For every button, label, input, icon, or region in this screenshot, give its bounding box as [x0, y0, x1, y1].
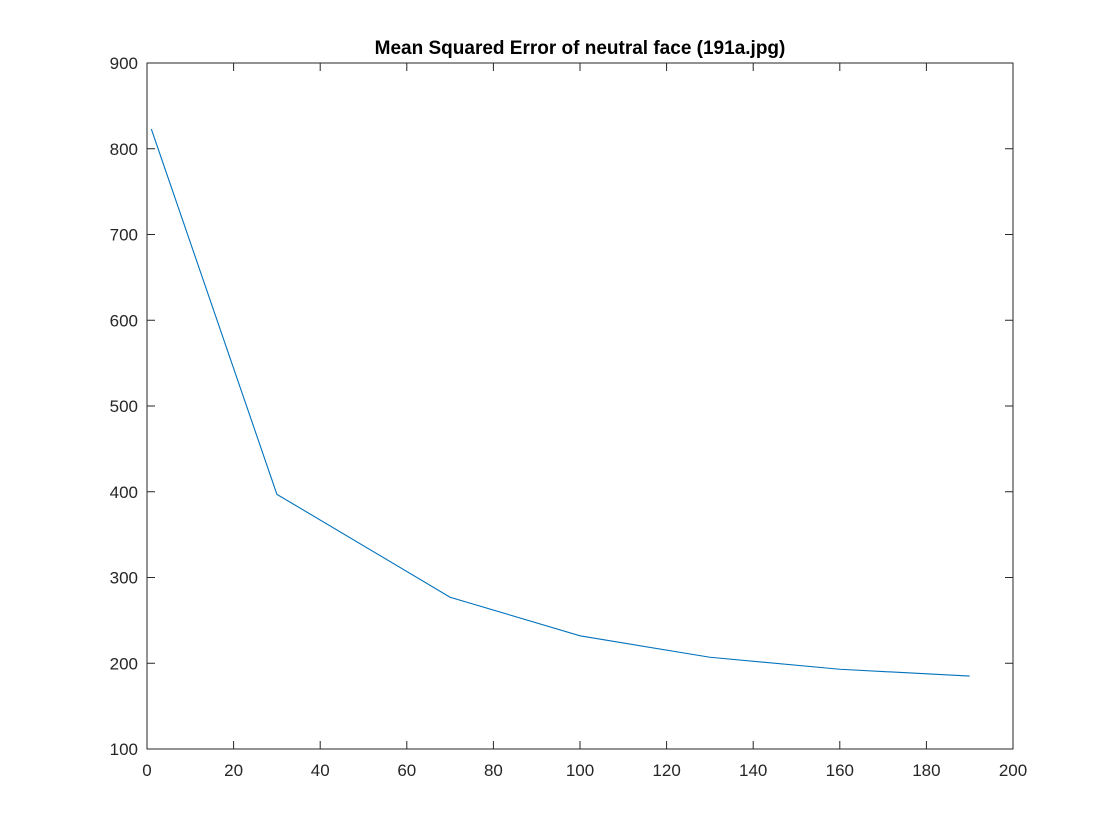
x-tick-label: 200: [999, 761, 1027, 780]
chart-title: Mean Squared Error of neutral face (191a…: [375, 38, 786, 59]
x-tick-label: 140: [739, 761, 767, 780]
data-point: [709, 657, 710, 658]
series-layer: [150, 128, 970, 677]
plot-area: [147, 63, 1013, 749]
x-tick-label: 60: [397, 761, 416, 780]
data-point: [839, 669, 840, 670]
x-tick-label: 40: [311, 761, 330, 780]
x-axis-tick-labels: 0 20 40 60 80 100 120 140 160 180 200: [142, 761, 1027, 780]
y-tick-label: 100: [110, 740, 138, 759]
series-line-1: [150, 128, 970, 677]
x-tick-label: 160: [826, 761, 854, 780]
x-tick-label: 80: [484, 761, 503, 780]
y-tick-label: 700: [110, 226, 138, 245]
x-tick-label: 20: [224, 761, 243, 780]
y-axis-tick-labels: 100 200 300 400 500 600 700 800 900: [110, 54, 138, 759]
data-point: [579, 635, 580, 636]
y-tick-label: 400: [110, 483, 138, 502]
data-point: [151, 128, 152, 129]
x-tick-label: 100: [566, 761, 594, 780]
x-tick-label: 120: [652, 761, 680, 780]
data-point: [276, 494, 277, 495]
y-tick-label: 800: [110, 140, 138, 159]
y-tick-label: 600: [110, 311, 138, 330]
y-tick-label: 500: [110, 397, 138, 416]
axes-frame: [146, 62, 1014, 750]
data-point: [450, 597, 451, 598]
x-tick-label: 180: [912, 761, 940, 780]
y-tick-label: 900: [110, 54, 138, 73]
data-point: [969, 676, 970, 677]
x-tick-label: 0: [142, 761, 151, 780]
y-tick-label: 300: [110, 569, 138, 588]
y-tick-label: 200: [110, 654, 138, 673]
